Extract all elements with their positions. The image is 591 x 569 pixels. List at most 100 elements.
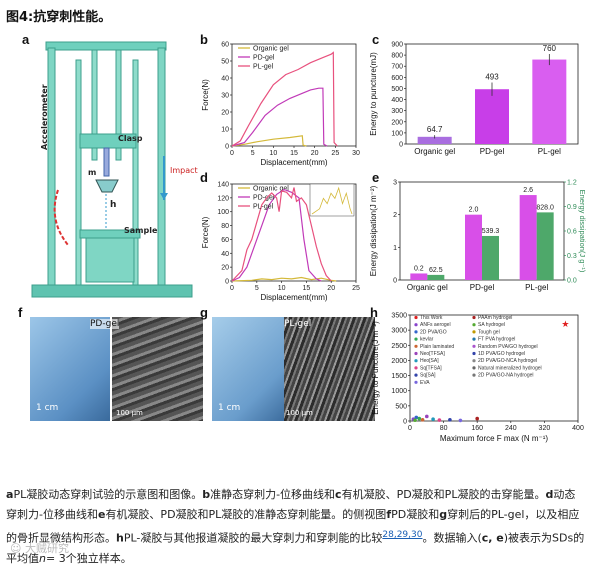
chart-h-y-tick-label: 500 [395, 403, 407, 410]
chart-e-right-tick-label: 0.0 [567, 278, 577, 285]
panel-c-label: c [372, 32, 380, 47]
chart-h-point-this-work: ★ [561, 319, 569, 329]
pd-gel-scale-1: 1 cm [36, 403, 59, 413]
mass-label: m [88, 168, 97, 177]
chart-c-value-label-2: 760 [543, 44, 557, 53]
chart-e-value-label-right-1: 539.3 [482, 228, 500, 235]
pd-gel-inset-label: PD-gel [90, 319, 120, 329]
chart-d-x-tick-label: 25 [352, 285, 360, 292]
pl-gel-sem-image [284, 317, 375, 421]
panel-g: g PL-gel 1 cm 100 μm [200, 305, 375, 423]
chart-c-y-tick-label: 800 [391, 53, 403, 60]
chart-b: 0 5 10 15 20 25 30 0 10 20 30 40 50 60 Displacement(mm… [201, 42, 360, 168]
chart-d-x-axis-label: Displacement(mm) [260, 293, 327, 302]
chart-b-y-tick-label: 40 [221, 76, 229, 83]
chart-e-y-tick-label: 3 [393, 180, 397, 187]
pd-gel-sem-image [112, 317, 203, 421]
panel-a-label: a [22, 32, 30, 47]
chart-c-bar-2 [532, 59, 567, 144]
chart-h-point-6 [431, 417, 435, 421]
chart-c-category-label-2: PL-gel [538, 147, 561, 156]
chart-e-right-tick-label: 0.9 [567, 204, 577, 211]
chart-b-x-tick-label: 30 [352, 150, 360, 157]
chart-e-right-tick-label: 1.2 [567, 180, 577, 187]
chart-d-plot-frame [231, 183, 357, 282]
chart-c: 0 100 200 300 400 500 600 700 800 900 Energy to pu… [369, 42, 579, 156]
chart-c-y-tick-label: 900 [391, 42, 403, 49]
chart-e: 0 1 2 3 Energy dissipation(J m⁻²) 0.0 0.3 0.6 0.… [369, 180, 586, 293]
chart-h-legend-marker-right-2 [472, 330, 476, 334]
chart-b-x-tick-label: 0 [230, 150, 234, 157]
chart-h-y-tick-label: 3000 [391, 328, 407, 335]
chart-e-right-tick-label: 0.3 [567, 253, 577, 260]
chart-h-legend-label-right-5: 1D PVA/GO hydrogel [478, 351, 525, 357]
chart-b-x-tick-label: 10 [269, 150, 277, 157]
clasp-label: Clasp [118, 134, 143, 143]
pl-gel-scale-2: 100 μm [286, 409, 313, 417]
chart-c-bar-0 [417, 136, 452, 144]
panel-d-label: d [200, 170, 208, 185]
chart-h-y-tick-label: 3500 [391, 313, 407, 320]
chart-e-right-tick-label: 0.6 [567, 229, 577, 236]
caption-reference-link[interactable]: 28,29,30 [382, 530, 423, 540]
panel-f-label: f [18, 305, 23, 320]
chart-h-legend-label-right-0: PAAm hydrogel [478, 315, 512, 321]
chart-h-legend-marker-right-8 [472, 373, 476, 377]
pl-gel-scale-1: 1 cm [218, 403, 241, 413]
chart-h-legend-marker-left-9 [414, 380, 418, 384]
chart-c-y-tick-label: 300 [391, 108, 403, 115]
caption-segment: 有机凝胶、PD凝胶和PL凝胶的准静态穿刺能量。的侧视图 [105, 508, 387, 521]
chart-h-legend-label-left-3: kevlar [420, 337, 434, 343]
caption-segment: 。数据输入( [422, 531, 482, 545]
chart-h-legend-marker-left-6 [414, 359, 418, 363]
chart-h-point-9 [475, 416, 479, 421]
caption-segment: PD凝胶和 [391, 508, 440, 521]
pd-gel-photo [30, 317, 110, 421]
chart-e-value-label-right-0: 62.5 [429, 267, 443, 274]
chart-e-y-tick-label: 2 [393, 212, 397, 219]
chart-c-y-tick-label: 200 [391, 119, 403, 126]
chart-e-value-label-left-2: 2.6 [523, 187, 533, 194]
caption-segment: g [439, 508, 448, 521]
figure-caption: aPL凝胶动态穿刺试验的示意图和图像。b准静态穿刺力-位移曲线和c有机凝胶、PD… [6, 485, 586, 569]
chart-c-y-tick-label: 0 [399, 142, 403, 149]
chart-e-value-label-left-0: 0.2 [414, 265, 424, 272]
chart-h-legend-marker-left-3 [414, 337, 418, 341]
accelerometer-label: Accelerometer [40, 84, 49, 150]
chart-h-legend-marker-right-1 [472, 323, 476, 327]
panel-h-label: h [370, 305, 378, 320]
apparatus-illustration [31, 41, 193, 298]
chart-h-legend-marker-left-1 [414, 323, 418, 327]
chart-d-x-tick-label: 5 [255, 285, 259, 292]
impact-label: Impact [170, 166, 198, 175]
chart-h-y-axis-label: Energy to Puncture(J m⁻²) [371, 321, 380, 415]
panel-f: f PD-gel 1 cm 100 μm [18, 305, 203, 423]
chart-c-y-tick-label: 600 [391, 75, 403, 82]
chart-b-y-tick-label: 30 [221, 93, 229, 100]
chart-d-series-line-1 [231, 188, 322, 282]
chart-h-point-11 [413, 418, 417, 423]
caption-segment: a [6, 488, 14, 501]
chart-h-x-tick-label: 320 [539, 425, 551, 432]
chart-e-y-tick-label: 1 [393, 245, 397, 252]
chart-d-x-tick-label: 20 [327, 285, 335, 292]
chart-d-y-tick-label: 140 [217, 182, 229, 189]
chart-b-y-tick-label: 10 [221, 127, 229, 134]
chart-h-point-2 [414, 415, 419, 420]
caption-segment: c, e [481, 531, 504, 545]
panel-g-label: g [200, 305, 208, 320]
panel-b-label: b [200, 32, 208, 47]
caption-segment: e [97, 508, 106, 521]
chart-b-y-tick-label: 60 [221, 42, 229, 49]
caption-segment: )被表示为SDs的平均值 [6, 531, 585, 565]
caption-segment: 准静态穿刺力-位移曲线和 [210, 488, 336, 501]
pl-gel-inset-label: PL-gel [284, 319, 312, 329]
chart-b-series-line-0 [231, 135, 307, 147]
chart-d-x-tick-label: 15 [303, 285, 311, 292]
chart-h-y-tick-label: 2000 [391, 358, 407, 365]
caption-segment: 穿刺后的PL-gel，以及相应的骨折显微结构形态。 [6, 508, 580, 545]
chart-h-legend-marker-right-4 [472, 344, 476, 348]
chart-b-y-tick-label: 50 [221, 59, 229, 66]
chart-e-bar-right-0 [427, 274, 445, 280]
chart-c-y-tick-label: 100 [391, 130, 403, 137]
